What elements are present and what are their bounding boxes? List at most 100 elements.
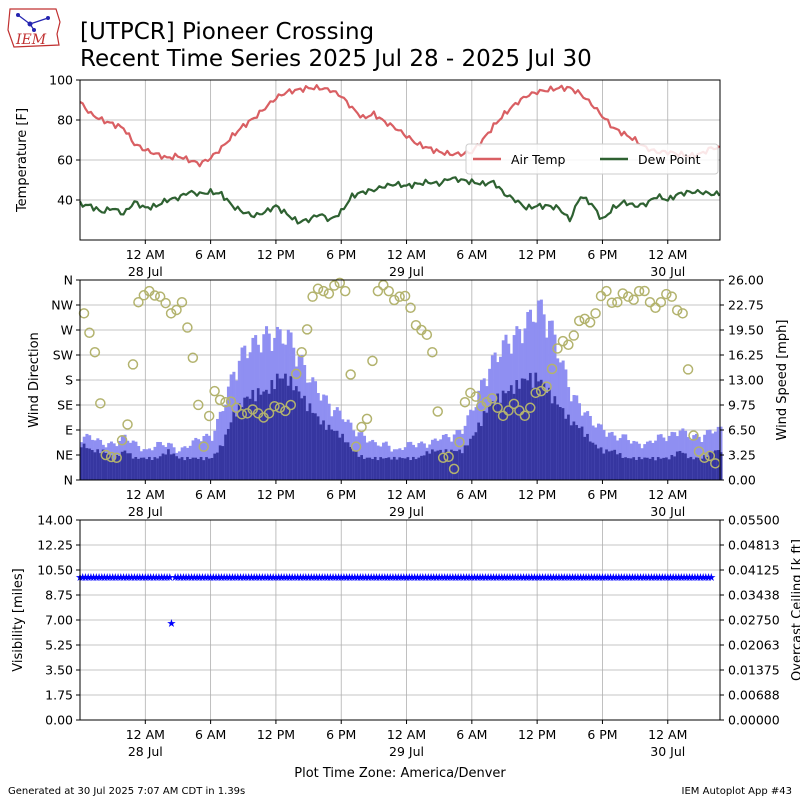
wind-gust-bar: [202, 436, 206, 480]
wind-speed-bar: [118, 455, 122, 480]
visibility-marker: ★: [344, 571, 354, 584]
visibility-marker: ★: [410, 571, 420, 584]
visibility-marker: ★: [195, 571, 205, 584]
wind-direction-marker: [285, 399, 297, 411]
temperature-y-ticks: 40 60 80 100: [49, 73, 80, 208]
wind-speed-bar: [689, 456, 693, 480]
wind-speed-bar: [469, 438, 473, 480]
visibility-marker: ★: [535, 571, 545, 584]
x-tick-label: 12 AM: [387, 247, 426, 262]
visibility-marker: ★: [369, 571, 379, 584]
visibility-marker: ★: [470, 571, 480, 584]
y-tick-label: 7.00: [45, 613, 73, 628]
visibility-marker: ★: [208, 571, 218, 584]
footer-app: IEM Autoplot App #43: [682, 786, 792, 797]
wind-speed-bar: [297, 391, 301, 480]
wind-speed-bar: [466, 445, 470, 480]
visibility-marker: ★: [176, 571, 186, 584]
x-tick-label: 6 AM: [195, 727, 226, 742]
wind-speed-bar: [254, 401, 258, 480]
wind-speed-bar: [262, 391, 266, 480]
visibility-marker: ★: [170, 571, 180, 584]
wind-speed-bar: [267, 393, 271, 480]
wind-speed-bar: [371, 459, 375, 480]
visibility-marker: ★: [467, 571, 477, 584]
visibility-marker: ★: [478, 571, 488, 584]
visibility-marker: ★: [124, 571, 134, 584]
visibility-marker: ★: [328, 571, 338, 584]
wind-direction-marker: [459, 396, 471, 408]
visibility-marker: ★: [312, 571, 322, 584]
x-date-label: 30 Jul: [650, 264, 685, 279]
visibility-marker: ★: [385, 571, 395, 584]
y-tick-label: 80: [57, 113, 73, 128]
wind-direction-marker: [394, 291, 405, 302]
wind-speed-bar: [186, 456, 190, 480]
wind-speed-bar: [126, 453, 130, 480]
visibility-marker: ★: [363, 571, 373, 584]
right-tick-label: 0.02750: [728, 613, 780, 628]
right-tick-label: 0.04125: [728, 563, 780, 578]
wind-speed-bar: [705, 457, 709, 480]
wind-direction-marker: [388, 294, 400, 306]
visibility-marker: ★: [105, 571, 115, 584]
wind-direction-marker: [111, 452, 122, 464]
ceiling-axis-label: Overcast Ceiling [k ft]: [790, 539, 800, 681]
title-line-2: Recent Time Series 2025 Jul 28 - 2025 Ju…: [80, 46, 592, 72]
wind-speed-bar: [395, 459, 399, 480]
wind-speed-bar: [667, 459, 671, 480]
wind-direction-marker: [160, 297, 171, 309]
title-line-1: [UTPCR] Pioneer Crossing: [80, 19, 374, 45]
x-tick-label: 6 PM: [587, 727, 617, 742]
iem-logo: IEM: [7, 8, 61, 48]
visibility-marker: ★: [377, 571, 387, 584]
wind-speed-bar: [128, 453, 133, 480]
wind-speed-bar: [637, 456, 641, 480]
visibility-marker: ★: [704, 571, 714, 584]
visibility-marker: ★: [276, 571, 286, 584]
wind-speed-bar: [319, 424, 323, 480]
wind-direction-marker: [361, 413, 373, 425]
x-tick-label: 12 AM: [126, 727, 165, 742]
temperature-panel: 40 60 80 100 12 AM 28 Jul 6 AM 12 PM 6 PM 12 AM 2…: [15, 73, 721, 279]
wind-gust-bar: [621, 434, 625, 480]
visibility-marker: ★: [241, 571, 251, 584]
visibility-marker: ★: [219, 571, 229, 584]
wind-speed-bar: [109, 455, 113, 480]
wind-direction-marker: [677, 308, 688, 319]
x-tick-label: 12 PM: [257, 487, 295, 502]
wind-direction-marker: [410, 319, 422, 331]
visibility-marker: ★: [402, 571, 412, 584]
wind-direction-marker: [405, 302, 416, 314]
wind-speed-bar: [286, 385, 290, 480]
visibility-marker: ★: [559, 571, 569, 584]
wind-speed-bar: [605, 449, 609, 480]
visibility-marker: ★: [698, 571, 708, 584]
wind-direction-marker: [182, 322, 193, 333]
wind-direction-marker: [633, 285, 645, 297]
right-tick-label: 16.25: [728, 348, 764, 363]
right-tick-label: 6.50: [728, 423, 756, 438]
wind-direction-marker: [133, 296, 144, 308]
visibility-marker: ★: [448, 571, 458, 584]
visibility-marker: ★: [132, 571, 142, 584]
right-tick-label: 0.00000: [728, 713, 780, 728]
wind-speed-bar: [248, 398, 252, 480]
y-tick-label: 5.25: [45, 638, 73, 653]
visibility-marker: ★: [687, 571, 697, 584]
visibility-marker: ★: [113, 571, 123, 584]
wind-panel: N NE E SE S SW W NW N 0.00 3.25 6.50 9.75 13.00 16.25…: [27, 273, 790, 520]
right-tick-label: 0.03438: [728, 588, 780, 603]
wind-speed-bar: [700, 458, 704, 480]
visibility-marker: ★: [233, 571, 243, 584]
wind-speed-bar: [82, 443, 86, 480]
wind-speed-bar: [324, 429, 328, 480]
wind-speed-bar: [224, 434, 228, 480]
visibility-marker: ★: [540, 571, 550, 584]
wind-direction-marker: [372, 285, 384, 297]
wind-direction-markers: [78, 277, 721, 475]
wind-direction-marker: [601, 285, 612, 297]
wind-speed-bar: [316, 416, 320, 480]
wind-speed-bar: [352, 451, 356, 480]
visibility-marker: ★: [252, 571, 262, 584]
